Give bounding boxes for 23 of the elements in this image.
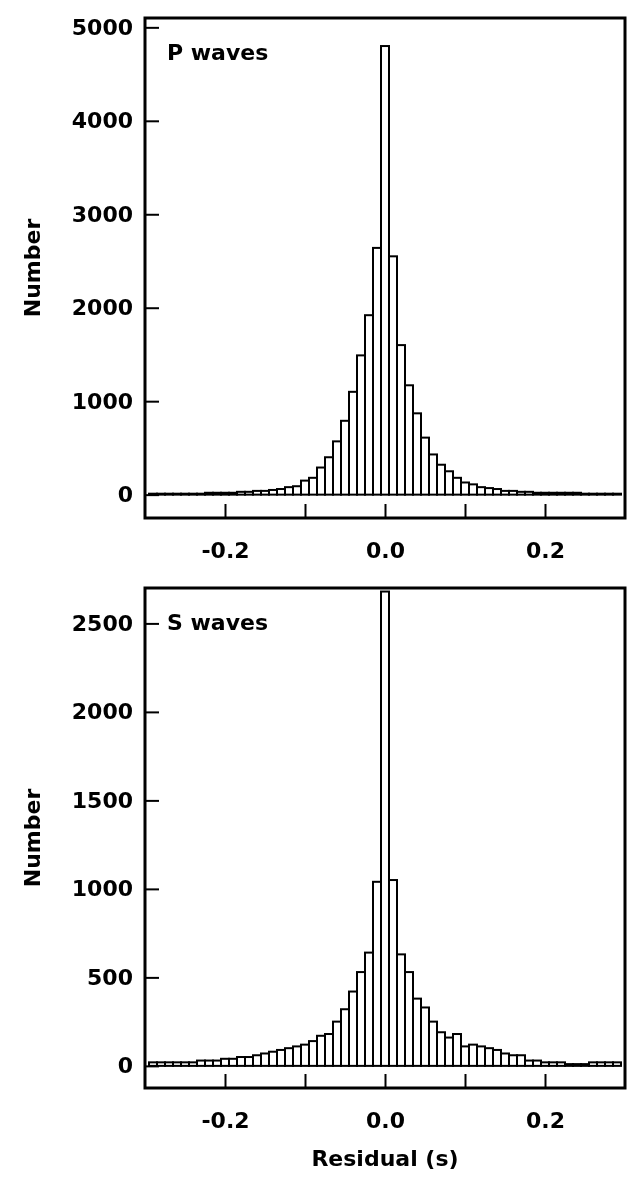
x-tick-label: 0.2 xyxy=(526,1107,565,1133)
y-tick-label: 1000 xyxy=(71,388,133,414)
y-tick-label: 2000 xyxy=(71,295,133,321)
text: S waves xyxy=(167,610,269,635)
y-axis-title: Number xyxy=(20,218,45,318)
y-tick-label: 1000 xyxy=(71,876,133,902)
y-axis-title: Number xyxy=(20,788,45,888)
x-tick-label: -0.2 xyxy=(201,537,250,563)
text: P waves xyxy=(167,40,269,65)
y-tick-label: 2500 xyxy=(71,610,133,636)
x-tick-label: 0.0 xyxy=(366,537,405,563)
y-tick-label: 5000 xyxy=(71,14,133,40)
y-tick-label: 3000 xyxy=(71,201,133,227)
x-tick-label: 0.0 xyxy=(366,1107,405,1133)
x-axis-title: Residual (s) xyxy=(311,1146,459,1171)
y-tick-label: 2000 xyxy=(71,699,133,725)
y-tick-label: 1500 xyxy=(71,787,133,813)
x-tick-label: 0.2 xyxy=(526,537,565,563)
x-tick-label: -0.2 xyxy=(201,1107,250,1133)
y-tick-label: 0 xyxy=(117,482,133,508)
y-tick-label: 500 xyxy=(87,964,133,990)
y-tick-label: 0 xyxy=(117,1053,133,1079)
y-tick-label: 4000 xyxy=(71,108,133,134)
